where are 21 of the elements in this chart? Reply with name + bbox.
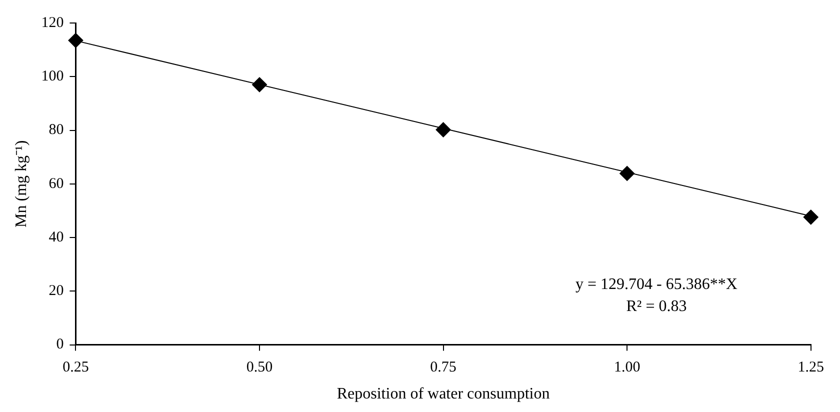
point xyxy=(252,77,267,92)
y-tick-label: 40 xyxy=(48,229,64,246)
y-tick-label: 120 xyxy=(41,14,64,31)
x-tick-label: 0.25 xyxy=(62,360,89,376)
x-axis-title: Reposition of water consumption xyxy=(336,386,550,403)
annotation: R² = 0.83 xyxy=(626,298,687,315)
y-tick-label: 100 xyxy=(41,68,64,85)
x-tick-label: 1.00 xyxy=(614,360,640,376)
x-tick-label: 0.75 xyxy=(430,360,456,376)
point xyxy=(68,32,84,48)
x-tick-label: 0.50 xyxy=(246,360,273,376)
x-tick-label: 1.25 xyxy=(798,360,824,376)
point xyxy=(803,210,818,225)
annotation: y = 129.704 - 65.386**X xyxy=(576,276,738,293)
y-tick-label: 20 xyxy=(48,283,64,300)
y-tick-label: 80 xyxy=(48,122,64,138)
point xyxy=(620,166,635,181)
point xyxy=(436,122,451,138)
y-tick-label: 0 xyxy=(56,336,64,353)
y-axis-title: Mn (mg kg⁻¹) xyxy=(12,140,30,228)
y-tick-label: 60 xyxy=(48,176,64,192)
